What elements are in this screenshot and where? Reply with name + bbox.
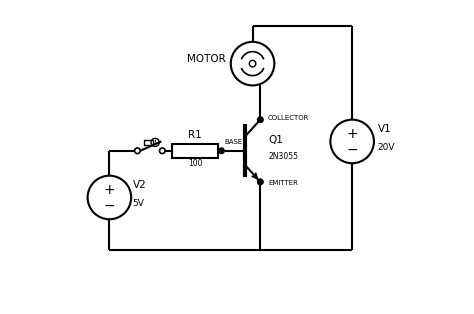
Text: 5V: 5V [133,199,145,208]
Circle shape [257,117,263,122]
Text: BASE: BASE [225,139,243,145]
Text: +: + [104,183,115,197]
Circle shape [219,148,224,154]
Bar [172,144,219,158]
Text: R1: R1 [188,130,202,140]
Text: −: − [346,143,358,157]
Text: V1: V1 [378,124,392,134]
Text: 2N3055: 2N3055 [268,152,298,161]
Text: 20V: 20V [378,143,395,152]
Circle shape [160,148,165,154]
Text: 100: 100 [188,159,202,168]
Text: +: + [346,127,358,141]
Bar [144,139,153,145]
Text: COLLECTOR: COLLECTOR [268,115,310,121]
Text: MOTOR: MOTOR [187,54,226,64]
Circle shape [257,179,263,185]
Text: i: i [154,138,156,146]
Circle shape [135,148,140,154]
Text: V2: V2 [133,180,146,190]
Text: EMITTER: EMITTER [268,181,298,187]
Text: −: − [104,199,115,213]
Text: Q1: Q1 [268,135,283,144]
